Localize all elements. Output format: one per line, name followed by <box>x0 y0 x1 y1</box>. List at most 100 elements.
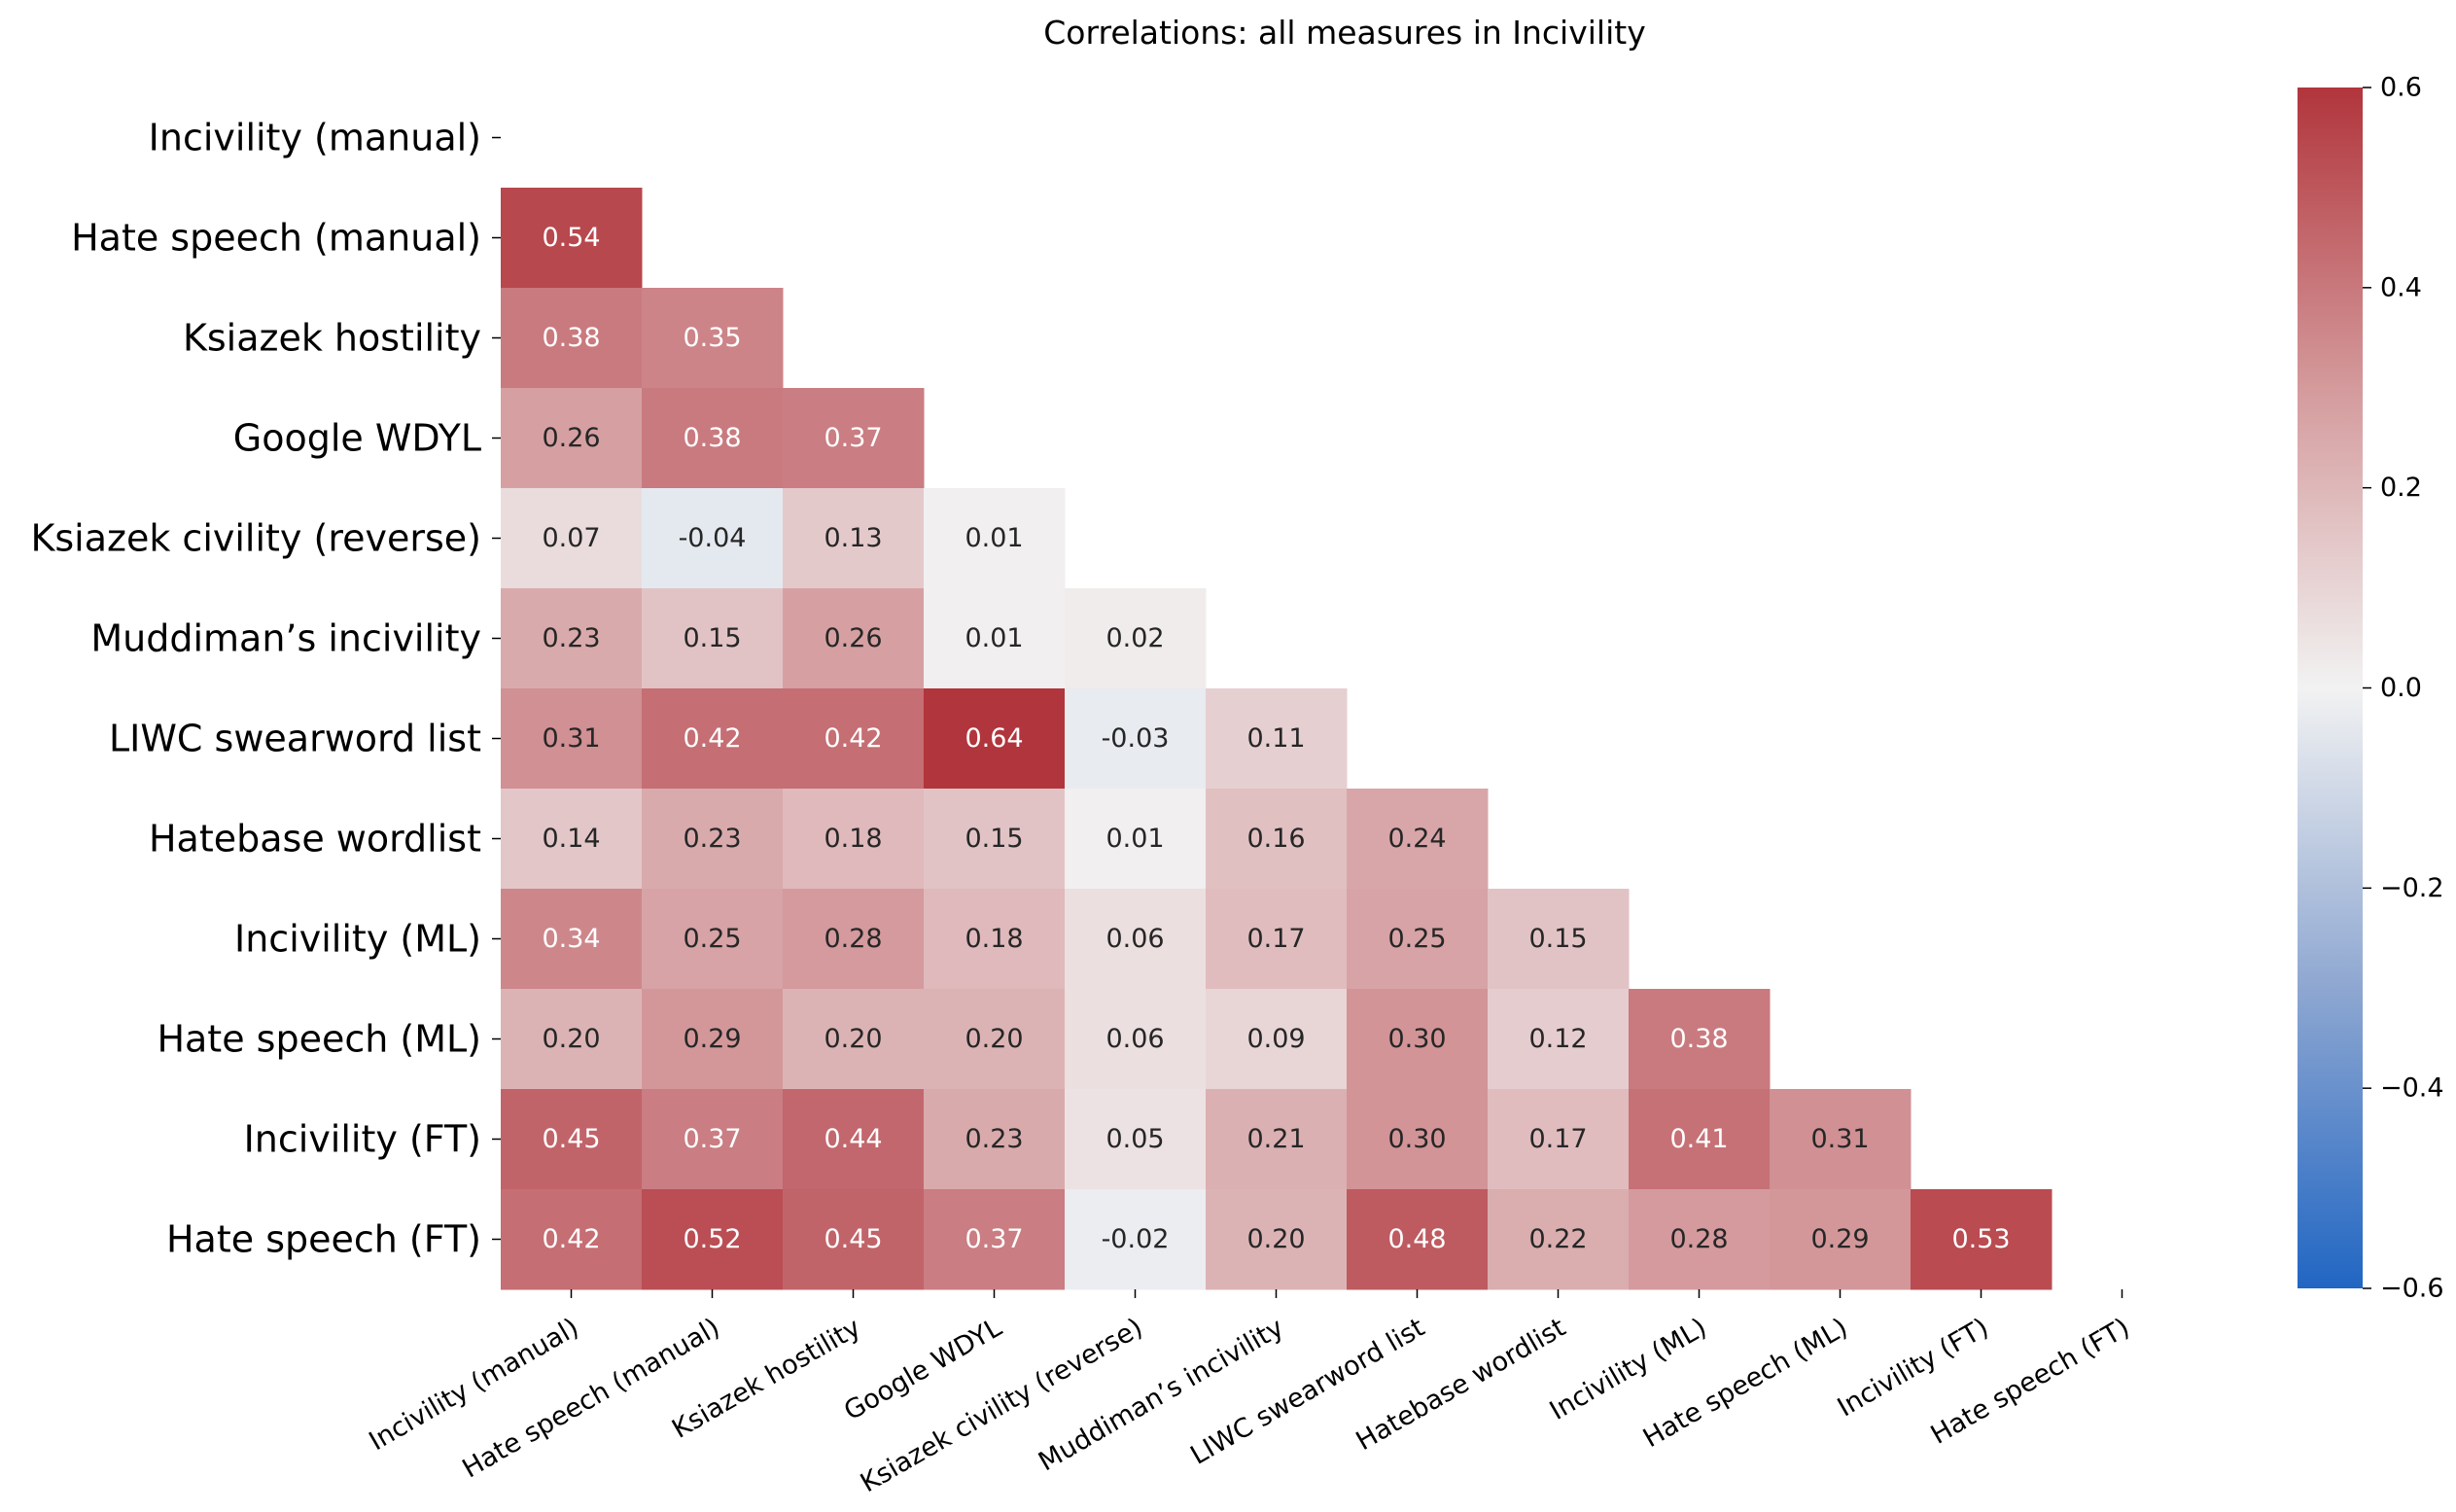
y-tick-label: Ksiazek civility (reverse) <box>30 517 481 560</box>
x-tick-label: LIWC swearword list <box>1185 1313 1429 1471</box>
colorbar: −0.6 −0.4 −0.2 0.0 0.2 0.4 0.6 <box>2298 73 2444 1304</box>
heatmap-cell <box>501 688 643 790</box>
cell-value-label: 0.18 <box>965 924 1023 954</box>
heatmap-cell <box>1206 1089 1348 1190</box>
y-tick-label: Hate speech (ML) <box>157 1018 481 1061</box>
heatmap-cell <box>501 1089 643 1190</box>
cell-value-label: 0.20 <box>824 1024 882 1054</box>
heatmap-cell <box>501 588 643 689</box>
heatmap-cell <box>924 588 1066 689</box>
heatmap-cell <box>924 688 1066 790</box>
cell-value-label: 0.31 <box>542 723 600 754</box>
y-tick-label: Incivility (ML) <box>234 918 481 961</box>
y-tick-label: Muddiman’s incivility <box>90 617 481 660</box>
cell-value-label: 0.35 <box>683 323 741 353</box>
heatmap-cell <box>501 1189 643 1290</box>
heatmap-cell <box>501 789 643 890</box>
cell-value-label: 0.42 <box>824 723 882 754</box>
y-tick-label: Incivility (manual) <box>149 117 481 159</box>
heatmap-cell <box>501 188 643 289</box>
cell-value-label: 0.54 <box>542 223 600 253</box>
heatmap-cell <box>783 688 925 790</box>
cell-value-label: 0.28 <box>1669 1224 1728 1254</box>
heatmap-cell <box>1347 1089 1489 1190</box>
cell-value-label: 0.30 <box>1387 1124 1446 1154</box>
heatmap-cell <box>642 1189 784 1290</box>
cell-value-label: 0.22 <box>1528 1224 1587 1254</box>
cell-value-label: 0.42 <box>542 1224 600 1254</box>
cell-value-label: 0.37 <box>824 423 882 453</box>
cell-value-label: 0.25 <box>683 924 741 954</box>
cell-value-label: 0.41 <box>1669 1124 1728 1154</box>
heatmap-cell <box>1488 1189 1630 1290</box>
cell-value-label: 0.26 <box>824 623 882 653</box>
heatmap-cell <box>642 989 784 1090</box>
heatmap-cell <box>924 789 1066 890</box>
cell-value-label: -0.02 <box>1102 1224 1170 1254</box>
heatmap-cell <box>1629 1189 1771 1290</box>
heatmap-cell <box>501 889 643 990</box>
y-tick-label: Incivility (FT) <box>244 1118 481 1161</box>
heatmap-cell <box>783 488 925 589</box>
cell-value-label: 0.25 <box>1387 924 1446 954</box>
cell-value-label: 0.37 <box>965 1224 1023 1254</box>
heatmap-cell <box>642 488 784 589</box>
cell-value-label: 0.28 <box>824 924 882 954</box>
x-axis: Incivility (manual)Hate speech (manual)K… <box>364 1289 2135 1498</box>
heatmap-cell <box>1488 989 1630 1090</box>
y-axis: Incivility (manual) Hate speech (manual) K… <box>30 117 501 1261</box>
chart-title: Correlations: all measures in Incivility <box>1043 14 1645 52</box>
cell-value-label: 0.13 <box>824 523 882 553</box>
heatmap-cell <box>924 1089 1066 1190</box>
heatmap-cells <box>501 188 2053 1290</box>
heatmap-cell <box>1347 889 1489 990</box>
colorbar-tick-label: 0.4 <box>2380 272 2422 302</box>
cell-value-label: 0.11 <box>1246 723 1305 754</box>
cell-value-label: 0.64 <box>965 723 1023 754</box>
cell-value-label: 0.37 <box>683 1124 741 1154</box>
heatmap-cell <box>1206 1189 1348 1290</box>
x-tick-label: Hate speech (manual) <box>457 1313 724 1485</box>
heatmap-cell <box>1488 1089 1630 1190</box>
cell-value-label: 0.48 <box>1387 1224 1446 1254</box>
heatmap-cell <box>501 288 643 389</box>
cell-value-label: 0.45 <box>542 1124 600 1154</box>
cell-value-label: 0.45 <box>824 1224 882 1254</box>
heatmap-cell <box>1065 989 1207 1090</box>
heatmap-cell <box>1770 1089 1912 1190</box>
heatmap-cell <box>1770 1189 1912 1290</box>
cell-value-label: 0.23 <box>965 1124 1023 1154</box>
heatmap-value-labels: 0.54 0.38 0.35 0.26 0.38 0.37 0.07 -0.04 0.13 0.0… <box>542 223 2010 1254</box>
heatmap-cell <box>501 989 643 1090</box>
cell-value-label: 0.24 <box>1387 824 1446 854</box>
heatmap-cell <box>642 789 784 890</box>
colorbar-tick-label: −0.6 <box>2380 1274 2444 1304</box>
cell-value-label: 0.17 <box>1528 1124 1587 1154</box>
heatmap-cell <box>1347 1189 1489 1290</box>
cell-value-label: 0.29 <box>683 1024 741 1054</box>
cell-value-label: 0.02 <box>1105 623 1164 653</box>
cell-value-label: 0.15 <box>683 623 741 653</box>
colorbar-tick-label: 0.0 <box>2380 673 2422 703</box>
cell-value-label: 0.18 <box>824 824 882 854</box>
heatmap-cell <box>642 1089 784 1190</box>
heatmap-cell <box>1347 789 1489 890</box>
heatmap-cell <box>1206 989 1348 1090</box>
heatmap-cell <box>501 388 643 489</box>
heatmap-cell <box>783 789 925 890</box>
cell-value-label: -0.04 <box>679 523 747 553</box>
heatmap-cell <box>1206 789 1348 890</box>
cell-value-label: 0.53 <box>1951 1224 2010 1254</box>
cell-value-label: 0.06 <box>1105 924 1164 954</box>
heatmap-cell <box>1629 1089 1771 1190</box>
cell-value-label: 0.30 <box>1387 1024 1446 1054</box>
heatmap-cell <box>783 388 925 489</box>
heatmap-cell <box>1911 1189 2053 1290</box>
cell-value-label: 0.23 <box>683 824 741 854</box>
cell-value-label: 0.17 <box>1246 924 1305 954</box>
cell-value-label: 0.01 <box>965 523 1023 553</box>
cell-value-label: 0.38 <box>1669 1024 1728 1054</box>
heatmap-cell <box>1065 789 1207 890</box>
cell-value-label: 0.07 <box>542 523 600 553</box>
cell-value-label: 0.15 <box>965 824 1023 854</box>
